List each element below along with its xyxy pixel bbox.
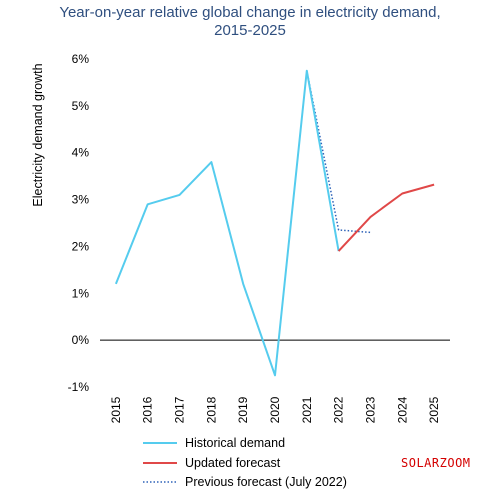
legend-label-historical: Historical demand xyxy=(185,436,285,450)
x-tick-label: 2023 xyxy=(363,396,377,423)
x-tick-label: 2018 xyxy=(204,396,218,423)
y-tick-label: 1% xyxy=(72,286,90,300)
x-tick-label: 2021 xyxy=(300,396,314,423)
chart-title: Year-on-year relative global change in e… xyxy=(0,4,500,40)
x-tick-label: 2024 xyxy=(395,396,409,423)
x-tick-label: 2019 xyxy=(236,396,250,423)
x-tick-label: 2022 xyxy=(332,396,346,423)
y-tick-label: 2% xyxy=(72,239,90,253)
x-tick-label: 2016 xyxy=(141,396,155,423)
y-tick-label: 0% xyxy=(72,333,90,347)
x-tick-label: 2025 xyxy=(427,396,441,423)
legend-label-previous: Previous forecast (July 2022) xyxy=(185,475,347,489)
x-tick-label: 2015 xyxy=(109,396,123,423)
chart-title-line-1: Year-on-year relative global change in e… xyxy=(59,4,441,21)
watermark-logo: SOLARZOOM xyxy=(401,456,471,470)
series-line-updated-forecast xyxy=(337,183,435,252)
y-tick-label: 5% xyxy=(72,99,90,113)
y-tick-label: 4% xyxy=(72,146,90,160)
x-tick-label: 2020 xyxy=(268,396,282,423)
y-tick-label: 3% xyxy=(72,193,90,207)
series-line-historical-demand xyxy=(114,69,340,377)
y-axis-label: Electricity demand growth xyxy=(31,63,45,206)
y-tick-label: -1% xyxy=(68,380,90,394)
legend-label-updated: Updated forecast xyxy=(185,456,281,470)
y-tick-label: 6% xyxy=(72,52,90,66)
x-tick-label: 2017 xyxy=(173,396,187,423)
chart-title-line-2: 2015-2025 xyxy=(214,22,286,39)
series-line-previous-forecast-july-2022 xyxy=(306,70,371,234)
